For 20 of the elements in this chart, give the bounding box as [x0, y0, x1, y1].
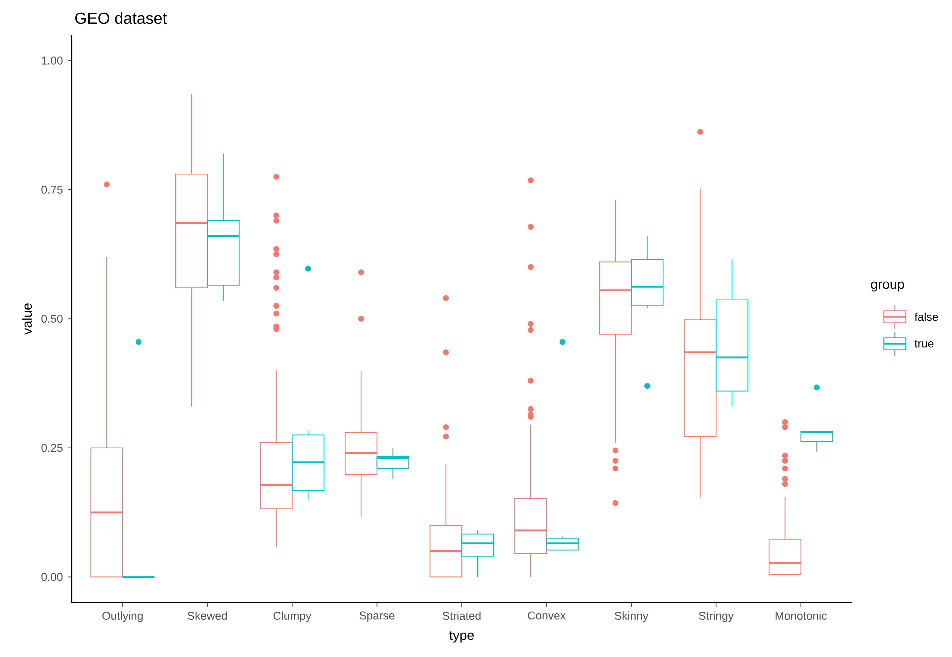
x-tick-label: Monotonic [776, 612, 827, 620]
x-tick-label: Striated [442, 612, 481, 620]
x-tick-label: Skinny [615, 612, 649, 622]
chart-title: GEO dataset [76, 12, 168, 24]
y-tick-label: 1.00 [42, 56, 63, 65]
legend-label: true [914, 340, 934, 348]
x-tick-label: Sparse [360, 612, 395, 622]
x-axis-title: type [450, 631, 474, 643]
legend-label: false [914, 312, 938, 322]
x-tick-label: Skewed [188, 612, 228, 620]
legend-title: group [871, 282, 904, 292]
x-tick-label: Convex [528, 612, 566, 620]
x-tick-label: Clumpy [274, 612, 312, 622]
y-axis-title: value [22, 304, 32, 335]
y-tick-label: 0.25 [42, 444, 63, 452]
y-tick-label: 0.50 [42, 314, 63, 323]
y-tick-label: 0.00 [42, 573, 63, 582]
y-tick-label: 0.75 [42, 186, 63, 194]
x-tick-label: Stringy [699, 612, 734, 622]
x-tick-label: Outlying [102, 612, 143, 622]
